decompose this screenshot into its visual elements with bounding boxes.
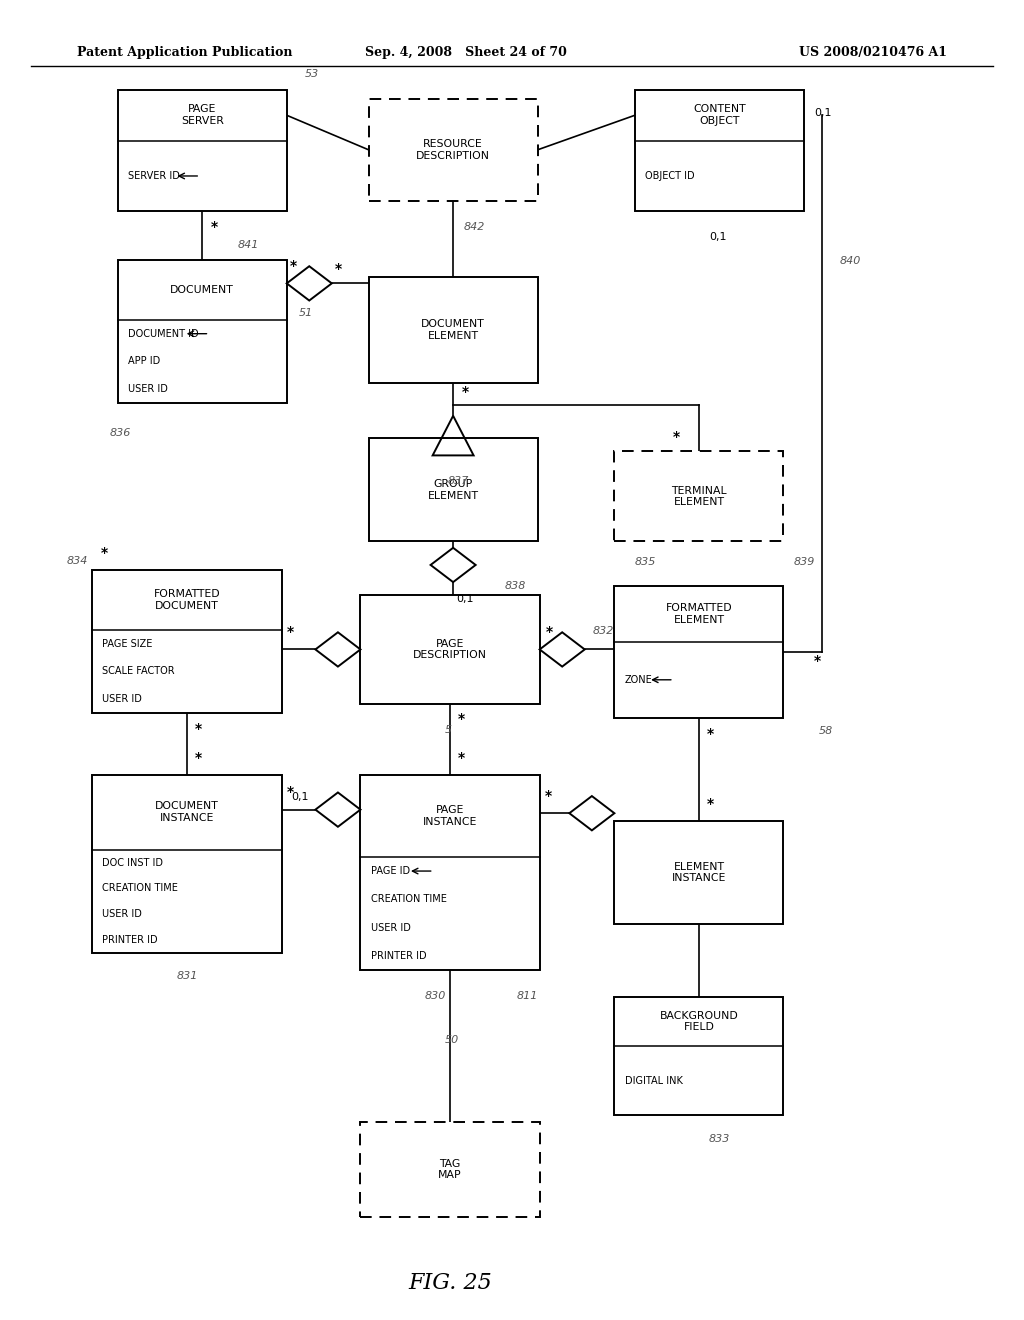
Text: *: * bbox=[459, 713, 465, 726]
Text: 5: 5 bbox=[444, 725, 452, 735]
Text: PRINTER ID: PRINTER ID bbox=[371, 950, 426, 961]
Text: PAGE SIZE: PAGE SIZE bbox=[102, 639, 153, 649]
Text: *: * bbox=[195, 722, 202, 735]
Text: FIG. 25: FIG. 25 bbox=[409, 1272, 493, 1294]
Text: OBJECT ID: OBJECT ID bbox=[645, 172, 694, 181]
Text: *: * bbox=[100, 546, 108, 560]
Text: *: * bbox=[707, 797, 714, 810]
Bar bbox=[614, 997, 783, 1115]
Bar bbox=[369, 277, 538, 383]
Text: PAGE ID: PAGE ID bbox=[371, 866, 410, 876]
Text: 835: 835 bbox=[635, 557, 656, 568]
Text: PAGE
SERVER: PAGE SERVER bbox=[181, 104, 223, 127]
Bar bbox=[369, 438, 538, 541]
Text: USER ID: USER ID bbox=[128, 384, 168, 393]
Text: 0,1: 0,1 bbox=[814, 108, 831, 119]
Text: 53: 53 bbox=[305, 69, 319, 79]
Text: DOCUMENT: DOCUMENT bbox=[170, 285, 234, 294]
Text: 51: 51 bbox=[299, 309, 313, 318]
Text: FORMATTED
ELEMENT: FORMATTED ELEMENT bbox=[666, 603, 732, 624]
Text: 841: 841 bbox=[238, 240, 259, 251]
Text: USER ID: USER ID bbox=[102, 694, 142, 704]
Text: *: * bbox=[461, 385, 468, 399]
Bar bbox=[369, 99, 538, 201]
Bar bbox=[614, 451, 783, 541]
Text: DIGITAL INK: DIGITAL INK bbox=[625, 1076, 683, 1086]
Text: *: * bbox=[707, 727, 714, 741]
Text: 839: 839 bbox=[794, 557, 815, 568]
Text: 58: 58 bbox=[819, 726, 834, 737]
Text: DOCUMENT
ELEMENT: DOCUMENT ELEMENT bbox=[421, 319, 485, 341]
Text: 840: 840 bbox=[840, 256, 861, 267]
Text: 0,1: 0,1 bbox=[291, 792, 308, 803]
Text: *: * bbox=[545, 789, 552, 803]
Text: 836: 836 bbox=[110, 428, 131, 438]
Bar bbox=[92, 775, 282, 953]
Text: RESOURCE
DESCRIPTION: RESOURCE DESCRIPTION bbox=[416, 139, 490, 161]
Text: *: * bbox=[546, 626, 553, 639]
Text: DOCUMENT ID: DOCUMENT ID bbox=[128, 329, 199, 339]
Bar bbox=[360, 1122, 540, 1217]
Text: *: * bbox=[287, 785, 294, 800]
Text: *: * bbox=[195, 751, 202, 764]
Text: DOCUMENT
INSTANCE: DOCUMENT INSTANCE bbox=[155, 801, 219, 824]
Text: SCALE FACTOR: SCALE FACTOR bbox=[102, 667, 175, 676]
Text: 50: 50 bbox=[444, 1035, 459, 1045]
Text: 842: 842 bbox=[463, 222, 484, 232]
Text: USER ID: USER ID bbox=[102, 909, 142, 919]
Text: *: * bbox=[211, 220, 217, 234]
Text: *: * bbox=[459, 751, 465, 764]
Bar bbox=[118, 90, 287, 211]
Text: 0,1: 0,1 bbox=[457, 594, 474, 605]
Text: 830: 830 bbox=[424, 991, 445, 1002]
Text: TERMINAL
ELEMENT: TERMINAL ELEMENT bbox=[671, 486, 727, 507]
Bar bbox=[92, 570, 282, 713]
Text: GROUP
ELEMENT: GROUP ELEMENT bbox=[428, 479, 478, 500]
Text: 832: 832 bbox=[593, 626, 614, 636]
Text: Sep. 4, 2008   Sheet 24 of 70: Sep. 4, 2008 Sheet 24 of 70 bbox=[365, 46, 567, 59]
Text: TAG
MAP: TAG MAP bbox=[438, 1159, 462, 1180]
Text: *: * bbox=[674, 430, 680, 444]
Text: PAGE
INSTANCE: PAGE INSTANCE bbox=[423, 805, 477, 826]
Text: BACKGROUND
FIELD: BACKGROUND FIELD bbox=[659, 1011, 738, 1032]
Text: *: * bbox=[335, 261, 342, 276]
Text: SERVER ID: SERVER ID bbox=[128, 172, 180, 181]
Bar bbox=[360, 595, 540, 704]
Text: APP ID: APP ID bbox=[128, 356, 160, 366]
Text: 0,1: 0,1 bbox=[709, 232, 727, 243]
Text: USER ID: USER ID bbox=[371, 923, 411, 933]
Bar bbox=[614, 821, 783, 924]
Bar bbox=[614, 586, 783, 718]
Text: 837: 837 bbox=[449, 477, 469, 487]
Text: 811: 811 bbox=[516, 991, 538, 1002]
Text: 834: 834 bbox=[67, 556, 88, 566]
Text: Patent Application Publication: Patent Application Publication bbox=[77, 46, 292, 59]
Text: CREATION TIME: CREATION TIME bbox=[102, 883, 178, 894]
Text: US 2008/0210476 A1: US 2008/0210476 A1 bbox=[799, 46, 947, 59]
Text: CONTENT
OBJECT: CONTENT OBJECT bbox=[693, 104, 745, 127]
Text: PRINTER ID: PRINTER ID bbox=[102, 935, 158, 945]
Text: PAGE
DESCRIPTION: PAGE DESCRIPTION bbox=[413, 639, 487, 660]
Text: FORMATTED
DOCUMENT: FORMATTED DOCUMENT bbox=[154, 589, 220, 611]
Text: 838: 838 bbox=[504, 581, 525, 591]
Text: 833: 833 bbox=[709, 1134, 730, 1144]
Text: *: * bbox=[814, 655, 821, 668]
Text: CREATION TIME: CREATION TIME bbox=[371, 895, 446, 904]
Text: DOC INST ID: DOC INST ID bbox=[102, 858, 164, 867]
Text: *: * bbox=[287, 626, 294, 639]
Bar bbox=[118, 260, 287, 403]
Bar bbox=[635, 90, 804, 211]
Text: ZONE: ZONE bbox=[625, 675, 652, 685]
Text: 831: 831 bbox=[176, 972, 198, 982]
Text: ELEMENT
INSTANCE: ELEMENT INSTANCE bbox=[672, 862, 726, 883]
Bar bbox=[360, 775, 540, 970]
Text: *: * bbox=[290, 259, 297, 273]
